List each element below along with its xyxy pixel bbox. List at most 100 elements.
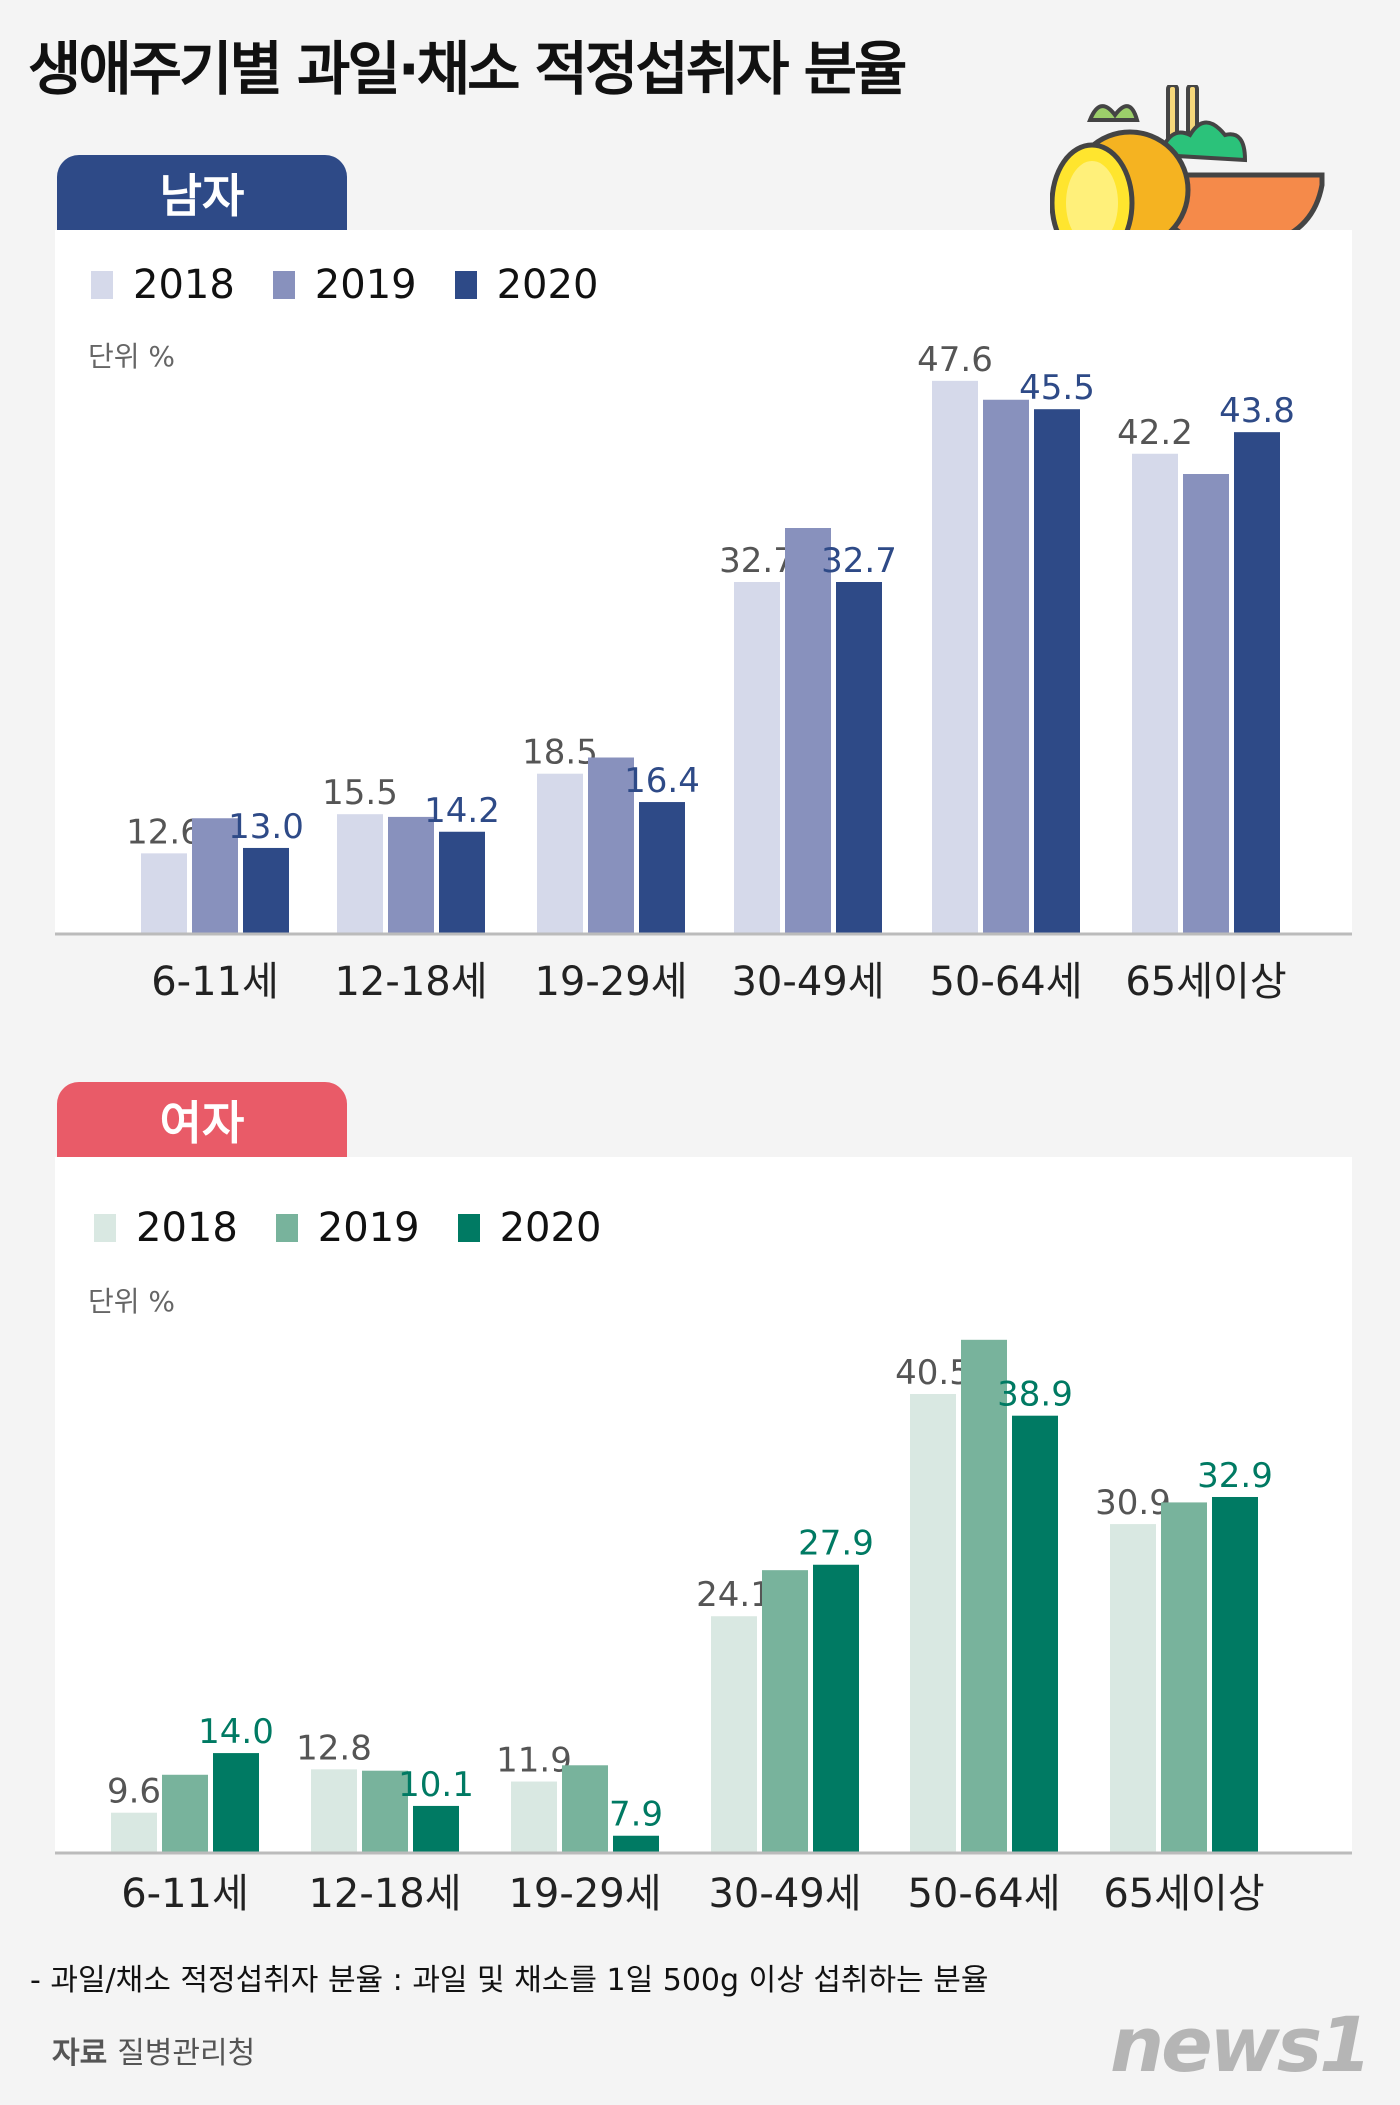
bar-2018 xyxy=(734,582,780,933)
data-label: 30.9 xyxy=(1095,1483,1171,1523)
bar-2019 xyxy=(983,399,1029,933)
legend-swatch xyxy=(94,1214,116,1242)
bar-2019 xyxy=(785,528,831,933)
data-label: 27.9 xyxy=(798,1524,874,1564)
legend-item-2018: 2018 xyxy=(91,262,235,308)
page-title: 생애주기별 과일·채소 적정섭취자 분율 xyxy=(28,35,907,103)
legend-item-2018: 2018 xyxy=(94,1205,238,1251)
tab-male: 남자 xyxy=(57,155,347,230)
data-label: 7.9 xyxy=(609,1795,663,1835)
legend-item-2020: 2020 xyxy=(454,262,599,308)
data-label: 10.1 xyxy=(398,1765,474,1805)
female-legend: 2018 2019 2020 xyxy=(94,1205,639,1251)
bar-2019 xyxy=(388,816,434,933)
bar-2019 xyxy=(762,1570,808,1852)
data-label: 40.5 xyxy=(895,1353,971,1393)
data-label: 42.2 xyxy=(1117,413,1193,453)
category-label: 19-29세 xyxy=(534,959,687,1005)
bar-2018 xyxy=(111,1812,157,1852)
bar-2018 xyxy=(311,1769,357,1852)
bar-2020 xyxy=(213,1753,259,1852)
bar-2019 xyxy=(362,1770,408,1852)
bar-2020 xyxy=(413,1805,459,1852)
legend-label: 2019 xyxy=(314,262,417,308)
bar-2020 xyxy=(1012,1415,1058,1852)
legend-swatch xyxy=(272,271,295,299)
bar-2020 xyxy=(639,802,685,933)
data-label: 14.2 xyxy=(424,791,500,831)
data-label: 45.5 xyxy=(1019,368,1095,408)
legend-item-2019: 2019 xyxy=(272,262,417,308)
data-label: 32.7 xyxy=(719,541,795,581)
data-label: 11.9 xyxy=(496,1741,572,1781)
category-label: 30-49세 xyxy=(708,1871,861,1917)
bar-2020 xyxy=(813,1564,859,1852)
bar-2020 xyxy=(243,847,289,933)
source-label: 자료 xyxy=(52,2036,108,2071)
data-label: 24.1 xyxy=(696,1575,772,1615)
data-label: 14.0 xyxy=(198,1712,274,1752)
bar-2019 xyxy=(1183,474,1229,933)
data-label: 38.9 xyxy=(997,1375,1073,1415)
data-label: 32.7 xyxy=(821,541,897,581)
male-unit-label: 단위 % xyxy=(88,340,176,373)
legend-swatch xyxy=(91,271,113,299)
bar-2019 xyxy=(562,1765,608,1852)
data-label: 13.0 xyxy=(228,807,304,847)
bar-2019 xyxy=(162,1774,208,1852)
bar-2019 xyxy=(1161,1502,1207,1852)
bar-2020 xyxy=(613,1835,659,1852)
data-label: 16.4 xyxy=(624,761,700,801)
category-label: 65세이상 xyxy=(1125,959,1286,1005)
data-label: 32.9 xyxy=(1197,1456,1273,1496)
category-label: 19-29세 xyxy=(508,1871,661,1917)
bar-2018 xyxy=(141,853,187,933)
legend-label: 2018 xyxy=(136,1205,238,1251)
legend-label: 2020 xyxy=(496,262,599,308)
bar-2018 xyxy=(711,1616,757,1852)
data-label: 43.8 xyxy=(1219,391,1295,431)
legend-item-2019: 2019 xyxy=(275,1205,420,1251)
female-unit-label: 단위 % xyxy=(88,1285,176,1318)
data-label: 18.5 xyxy=(522,733,598,773)
category-label: 12-18세 xyxy=(308,1871,461,1917)
bar-2018 xyxy=(1110,1524,1156,1852)
category-label: 50-64세 xyxy=(907,1871,1060,1917)
category-label: 30-49세 xyxy=(731,959,884,1005)
male-bar-chart: 12.6 13.0 6-11세 15.5 14.2 12-18세 18.5 16.4 19-29… xyxy=(55,340,1352,1005)
legend-label: 2018 xyxy=(133,262,235,308)
data-label: 9.6 xyxy=(107,1772,161,1812)
legend-swatch xyxy=(457,1214,480,1242)
bar-2018 xyxy=(537,773,583,933)
bar-2020 xyxy=(1234,432,1280,933)
bar-2018 xyxy=(511,1781,557,1852)
footnote: - 과일/채소 적정섭취자 분율 : 과일 및 채소를 1일 500g 이상 섭… xyxy=(30,1963,989,1998)
tab-female: 여자 xyxy=(57,1082,347,1157)
legend-label: 2019 xyxy=(317,1205,420,1251)
source-name: 질병관리청 xyxy=(117,2036,256,2071)
bar-2020 xyxy=(1212,1496,1258,1852)
data-label: 12.8 xyxy=(296,1728,372,1768)
bar-2018 xyxy=(910,1394,956,1852)
bar-2018 xyxy=(337,814,383,933)
bar-2018 xyxy=(932,380,978,934)
legend-label: 2020 xyxy=(499,1205,602,1251)
category-label: 65세이상 xyxy=(1103,1871,1264,1917)
category-label: 6-11세 xyxy=(151,959,279,1005)
category-label: 12-18세 xyxy=(334,959,487,1005)
news1-logo: news1 xyxy=(1110,2000,1372,2089)
bar-2020 xyxy=(439,831,485,933)
bar-2018 xyxy=(1132,453,1178,933)
fruit-salad-bowl-icon xyxy=(1050,85,1325,264)
male-legend: 2018 2019 2020 xyxy=(91,262,636,308)
bar-2020 xyxy=(1034,409,1080,933)
female-bar-chart: 9.6 14.0 6-11세 12.8 10.1 12-18세 11.9 7.9 19-29세 2… xyxy=(55,1339,1352,1917)
legend-swatch xyxy=(454,271,477,299)
legend-item-2020: 2020 xyxy=(457,1205,602,1251)
category-label: 50-64세 xyxy=(929,959,1082,1005)
bar-2019 xyxy=(192,818,238,933)
data-label: 15.5 xyxy=(322,773,398,813)
source: 자료 질병관리청 xyxy=(52,2028,255,2072)
bar-2019 xyxy=(588,757,634,933)
